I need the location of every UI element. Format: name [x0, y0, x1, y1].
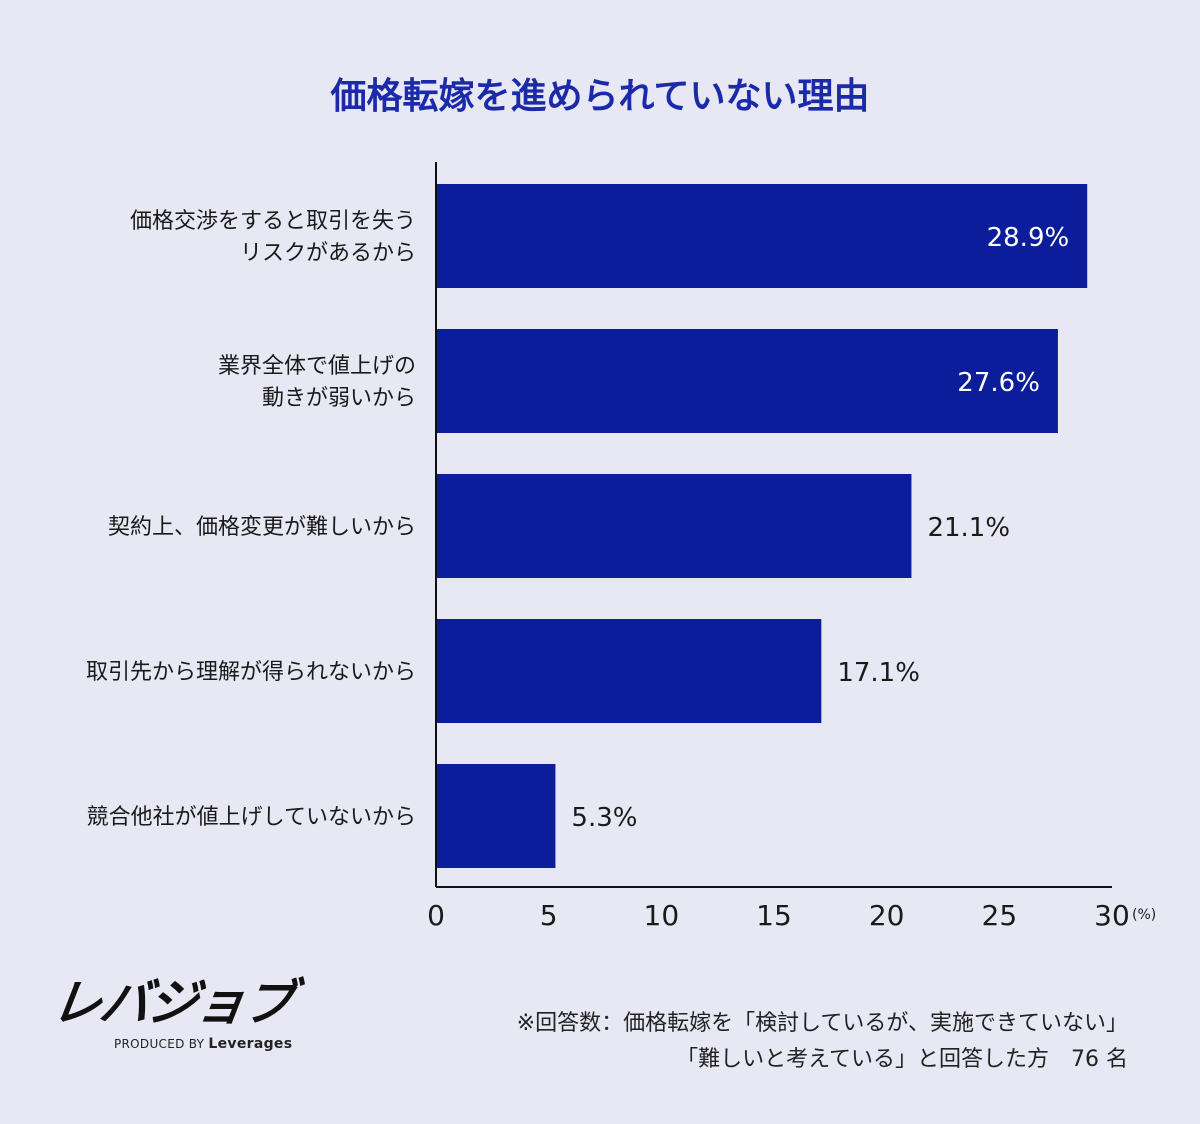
bar-value-label-4: 17.1%	[837, 658, 920, 688]
bar-4	[436, 619, 822, 723]
category-label-3: 契約上、価格変更が難しいから	[108, 515, 416, 540]
category-label-4: 取引先から理解が得られないから	[86, 660, 416, 685]
bar-chart: 価格転嫁を進められていない理由 28.9% 価格交渉をすると取引を失うリスクがある…	[86, 76, 1156, 932]
bar-5	[436, 764, 556, 868]
note-line-1: ※回答数：価格転嫁を「検討しているが、実施できていない」	[516, 1011, 1128, 1036]
logo-produced-by: PRODUCED BY Leverages	[114, 1036, 293, 1052]
bar-2	[436, 329, 1058, 433]
bar-3	[436, 474, 912, 578]
x-tick-label-10: 10	[644, 899, 680, 932]
bar-value-label-5: 5.3%	[571, 803, 637, 833]
x-tick-label-0: 0	[427, 899, 445, 932]
bar-1	[436, 184, 1088, 288]
bar-value-label-3: 21.1%	[927, 513, 1010, 543]
chart-title: 価格転嫁を進められていない理由	[330, 76, 870, 117]
bar-value-label-2: 27.6%	[957, 368, 1040, 398]
leverages-logo: レバジョブ PRODUCED BY Leverages	[48, 974, 312, 1052]
category-label-1: 価格交渉をすると取引を失うリスクがあるから	[130, 209, 416, 266]
note-line-2: 「難しいと考えている」と回答した方 76 名	[676, 1047, 1128, 1072]
category-label-5: 競合他社が値上げしていないから	[87, 805, 416, 830]
x-tick-label-5: 5	[540, 899, 558, 932]
x-tick-label-30: 30	[1094, 899, 1130, 932]
x-tick-label-15: 15	[756, 899, 792, 932]
category-label-2: 業界全体で値上げの動きが弱いから	[218, 354, 416, 411]
respondent-note: ※回答数：価格転嫁を「検討しているが、実施できていない」 「難しいと考えている」…	[517, 1006, 1128, 1078]
logo-wordmark: レバジョブ	[47, 974, 297, 1032]
bar-value-label-1: 28.9%	[987, 223, 1070, 253]
x-axis-unit: (%)	[1132, 907, 1156, 923]
x-tick-label-25: 25	[982, 899, 1018, 932]
x-tick-label-20: 20	[869, 899, 905, 932]
